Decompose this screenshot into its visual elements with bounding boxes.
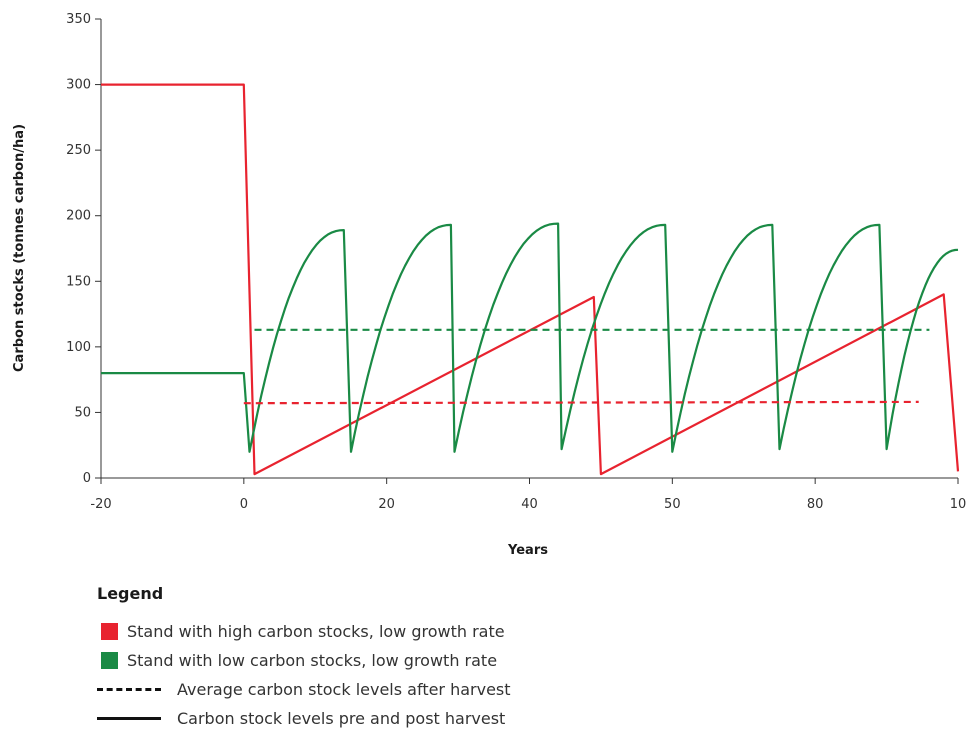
y-tick-label: 250 xyxy=(66,143,91,158)
legend-item-solid: Carbon stock levels pre and post harvest xyxy=(97,704,697,733)
y-axis-title: Carbon stocks (tonnes carbon/ha) xyxy=(12,124,27,372)
x-tick-label: 0 xyxy=(240,497,248,512)
y-tick-label: 100 xyxy=(66,340,91,355)
y-tick-label: 350 xyxy=(66,12,91,27)
axes: 0 50 100 150 200 250 300 350 -20 0 20 40 50 80 10 xyxy=(66,12,966,512)
legend-item-low-stock: Stand with low carbon stocks, low growth… xyxy=(97,646,697,675)
y-tick-label: 150 xyxy=(66,274,91,289)
legend-item-high-stock: Stand with high carbon stocks, low growt… xyxy=(97,617,697,646)
legend-solid-line-key xyxy=(97,717,161,720)
legend-label: Stand with high carbon stocks, low growt… xyxy=(127,622,505,641)
y-tick-label: 50 xyxy=(74,405,91,420)
x-tick-label: 40 xyxy=(521,497,538,512)
legend-label: Average carbon stock levels after harves… xyxy=(177,680,511,699)
chart: 0 50 100 150 200 250 300 350 -20 0 20 40 50 80 10 Year… xyxy=(12,12,966,558)
legend-item-dashed: Average carbon stock levels after harves… xyxy=(97,675,697,704)
y-tick-label: 300 xyxy=(66,78,91,93)
chart-marks xyxy=(101,83,960,476)
x-axis-title: Years xyxy=(507,543,548,558)
x-tick-label: 80 xyxy=(807,497,824,512)
legend-swatch-red xyxy=(101,623,118,640)
x-tick-label: -20 xyxy=(90,497,111,512)
legend-label: Carbon stock levels pre and post harvest xyxy=(177,709,506,728)
series-line-2 xyxy=(243,400,919,405)
series-line-1 xyxy=(101,222,959,453)
legend-label: Stand with low carbon stocks, low growth… xyxy=(127,651,498,670)
legend-swatch-green xyxy=(101,652,118,669)
legend-dashed-line-key xyxy=(97,688,161,691)
x-tick-label: 50 xyxy=(664,497,681,512)
x-tick-label: 20 xyxy=(378,497,395,512)
legend-title: Legend xyxy=(97,584,164,603)
y-tick-label: 0 xyxy=(83,471,91,486)
series-line-0 xyxy=(101,83,960,476)
y-tick-label: 200 xyxy=(66,209,91,224)
legend: Legend Stand with high carbon stocks, lo… xyxy=(97,584,697,733)
x-tick-label: 10 xyxy=(950,497,967,512)
